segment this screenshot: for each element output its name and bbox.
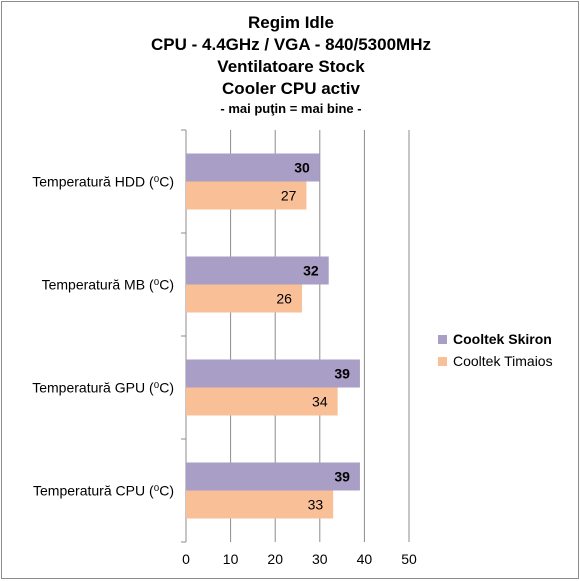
legend-item-series-2: Cooltek Timaios xyxy=(438,350,553,372)
bar xyxy=(186,462,360,491)
legend-item-series-1: Cooltek Skiron xyxy=(438,328,553,350)
title-line-3: Ventilatoare Stock xyxy=(217,57,365,76)
legend: Cooltek Skiron Cooltek Timaios xyxy=(438,328,553,372)
title-line-1: Regim Idle xyxy=(248,13,334,32)
bar xyxy=(186,181,307,210)
legend-label-series-1: Cooltek Skiron xyxy=(453,331,552,347)
title-line-2: CPU - 4.4GHz / VGA - 840/5300MHz xyxy=(151,35,431,54)
legend-swatch-series-2 xyxy=(438,356,447,366)
data-label: 34 xyxy=(312,394,328,410)
category-label: Temperatură HDD (⁰C) xyxy=(32,174,174,190)
title-line-4: Cooler CPU activ xyxy=(222,79,360,98)
x-tick-label: 30 xyxy=(312,551,328,567)
data-label: 30 xyxy=(294,160,310,176)
x-tick-label: 40 xyxy=(357,551,373,567)
bar xyxy=(186,256,329,285)
legend-swatch-series-1 xyxy=(438,334,447,344)
data-label: 39 xyxy=(334,366,350,382)
title-subtitle: - mai puţin = mai bine - xyxy=(220,101,362,116)
data-label: 39 xyxy=(334,469,350,485)
bar xyxy=(186,490,334,519)
legend-label-series-2: Cooltek Timaios xyxy=(453,353,553,369)
x-tick-label: 20 xyxy=(267,551,283,567)
bar xyxy=(186,284,302,313)
data-label: 33 xyxy=(308,497,324,513)
category-label: Temperatură GPU (⁰C) xyxy=(32,380,174,396)
chart-title: Regim Idle CPU - 4.4GHz / VGA - 840/5300… xyxy=(2,12,580,118)
bar xyxy=(186,387,338,416)
bar xyxy=(186,153,320,182)
x-tick-label: 10 xyxy=(223,551,239,567)
category-label: Temperatură MB (⁰C) xyxy=(42,277,174,293)
bar xyxy=(186,359,360,388)
x-tick-label: 0 xyxy=(182,551,190,567)
data-label: 32 xyxy=(303,263,319,279)
data-label: 27 xyxy=(281,188,297,204)
x-tick-label: 50 xyxy=(401,551,417,567)
data-label: 26 xyxy=(276,291,292,307)
category-label: Temperatură CPU (⁰C) xyxy=(33,483,174,499)
